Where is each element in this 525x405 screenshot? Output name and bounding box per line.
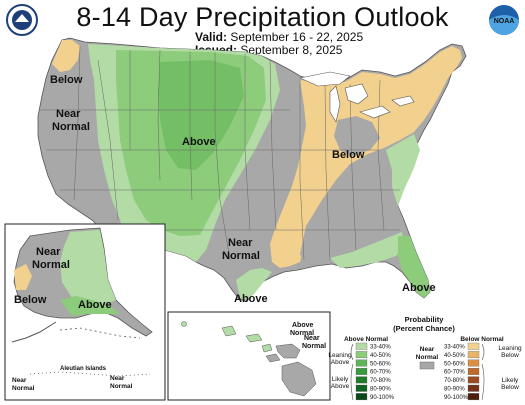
legend-bracket-likely-above <box>350 363 354 401</box>
legend-leaning-below-1: Leaning <box>498 345 522 352</box>
state-borders <box>40 45 400 261</box>
legend-range-above-2: 50-60% <box>370 361 391 367</box>
legend-leaning-below-2: Below <box>501 352 519 359</box>
legend-swatch-above-2 <box>355 359 368 367</box>
legend-bracket-likely-below <box>481 363 485 401</box>
label-near-south-2: Normal <box>222 250 260 262</box>
legend-swatch-above-1 <box>355 351 368 359</box>
legend-swatch-near <box>419 361 435 370</box>
legend-bracket-leaning-above <box>350 343 354 361</box>
legend-range-below-3: 60-70% <box>444 370 465 376</box>
legend-above-header: Above Normal <box>344 336 388 343</box>
legend-likely-below-2: Below <box>501 384 519 391</box>
legend-range-above-4: 70-80% <box>370 378 391 384</box>
legend-range-above-6: 90-100% <box>370 395 395 401</box>
valid-line: Valid: September 16 - 22, 2025 <box>195 30 363 44</box>
label-above-rockies: Above <box>182 136 216 148</box>
legend-range-below-0: 33-40% <box>444 345 465 351</box>
label-below-east: Below <box>332 149 365 161</box>
ak-label-above: Above <box>78 299 112 311</box>
label-near-west-2: Normal <box>52 121 90 133</box>
legend-swatch-above-3 <box>355 368 368 375</box>
legend-bracket-leaning-below <box>481 343 485 361</box>
aleutian-label: Aleutian Islands <box>60 366 107 372</box>
legend-swatch-above-0 <box>355 342 368 350</box>
legend-range-below-2: 50-60% <box>444 361 465 367</box>
alaska-inset: Near Normal Below Above Aleutian Islands… <box>4 223 166 401</box>
label-below-west: Below <box>50 74 83 86</box>
conus <box>37 37 467 301</box>
legend-leaning-above-1: Leaning <box>328 352 352 359</box>
legend-below-header: Below Normal <box>460 336 504 343</box>
aleutian-near2-2: Normal <box>110 383 133 390</box>
hi-label-above-1: Above <box>292 322 314 329</box>
legend-range-below-4: 70-80% <box>444 378 465 384</box>
ak-label-near-1: Near <box>36 246 61 258</box>
valid-label: Valid: <box>195 30 228 44</box>
pnw-below-region <box>52 40 80 72</box>
doc-seal-icon <box>6 4 38 36</box>
legend-range-above-0: 33-40% <box>370 345 391 351</box>
legend-swatch-above-5 <box>355 384 368 392</box>
legend-range-below-5: 80-90% <box>444 387 465 393</box>
label-near-west-1: Near <box>56 108 81 120</box>
legend-swatch-below-3 <box>467 368 480 375</box>
ohio-valley-near-region <box>334 116 380 156</box>
gulf-above-region <box>330 232 404 268</box>
south-texas-above-region <box>236 268 272 300</box>
legend-near-header-1: Near <box>420 346 435 353</box>
ak-label-near-2: Normal <box>32 259 70 271</box>
legend-swatch-above-6 <box>355 393 368 401</box>
label-above-texas: Above <box>234 293 268 305</box>
florida-above-region <box>398 236 430 298</box>
legend-swatch-below-6 <box>467 393 480 401</box>
legend-leaning-above-2: Above <box>331 359 350 366</box>
noaa-logo-icon: NOAA <box>489 5 519 35</box>
noaa-text: NOAA <box>494 18 515 25</box>
legend-range-below-6: 90-100% <box>444 395 469 401</box>
legend-range-above-1: 40-50% <box>370 353 391 359</box>
page-title: 8-14 Day Precipitation Outlook <box>76 2 449 32</box>
legend-swatch-above-4 <box>355 376 368 384</box>
legend-swatch-below-0 <box>467 342 480 350</box>
legend-likely-above-2: Above <box>331 383 350 390</box>
legend-likely-above-1: Likely <box>332 376 349 383</box>
southeast-near-region <box>300 150 404 266</box>
carolina-above-region <box>386 134 420 206</box>
legend-range-above-3: 60-70% <box>370 370 391 376</box>
legend-swatch-below-1 <box>467 351 480 359</box>
great-lakes <box>299 71 415 123</box>
issued-date: September 8, 2025 <box>240 43 343 57</box>
hi-label-above-2: Normal <box>290 330 314 337</box>
hi-label-near-2: Normal <box>302 343 326 350</box>
rockies-above-core-region <box>158 60 244 170</box>
aleutian-near-1: Near <box>12 377 27 384</box>
ak-label-below: Below <box>14 294 47 306</box>
legend-title-1: Probability <box>405 315 445 324</box>
legend-swatch-below-5 <box>467 384 480 392</box>
label-near-south-1: Near <box>228 237 253 249</box>
legend-near-header-2: Normal <box>416 354 439 361</box>
aleutian-near-2: Normal <box>12 385 35 392</box>
legend-title-2: (Percent Chance) <box>393 324 455 333</box>
hi-label-near-1: Near <box>304 335 320 342</box>
legend: Probability (Percent Chance) Above Norma… <box>328 315 522 401</box>
legend-range-below-1: 40-50% <box>444 353 465 359</box>
legend-swatch-below-4 <box>467 376 480 384</box>
legend-range-above-5: 80-90% <box>370 387 391 393</box>
legend-swatch-below-2 <box>467 359 480 367</box>
valid-dates: September 16 - 22, 2025 <box>230 30 364 44</box>
aleutian-near2-1: Near <box>110 375 125 382</box>
label-above-florida: Above <box>402 282 436 294</box>
legend-likely-below-1: Likely <box>502 377 519 384</box>
hawaii-inset: Above Normal Near Normal <box>167 311 331 401</box>
